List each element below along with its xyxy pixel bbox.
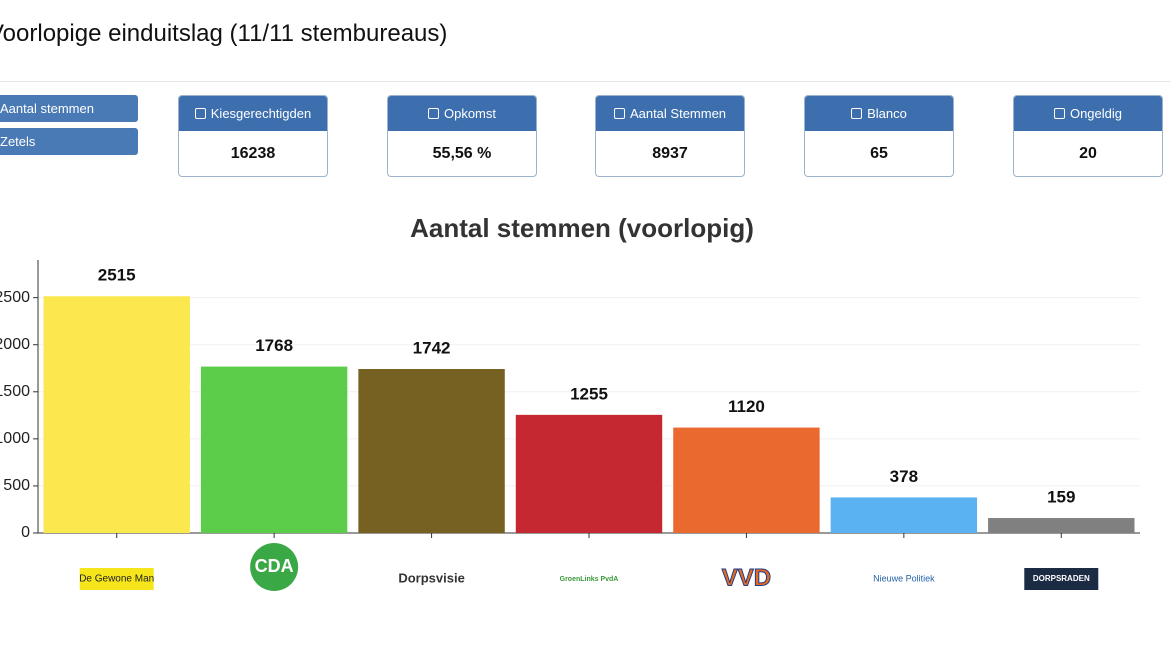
stat-card: Opkomst 55,56 % [387,95,537,177]
stat-value: 16238 [230,145,276,162]
button[interactable]: Zetels [0,128,138,155]
button[interactable]: Aantal stemmen [0,95,138,122]
x-tick-label: De Gewone Man [79,574,154,585]
data-label: 1255 [570,384,608,403]
stat-card: Kiesgerechtigden 16238 [178,95,328,177]
stat-card: Blanco 65 [804,95,954,177]
stat-header: Kiesgerechtigden [179,96,327,131]
chart: Aantal stemmen (voorlopig) 0 500 1000 1500 2… [0,213,1140,592]
stat-header: Aantal Stemmen [596,96,744,131]
stat-label: Ongeldig [1069,106,1123,121]
stat-value: 8937 [652,145,688,162]
logo-background [250,543,299,591]
stat-label: Kiesgerechtigden [210,106,312,121]
y-tick-label: 2500 [0,289,30,306]
bar [830,497,978,533]
stat-label: Blanco [867,106,907,121]
data-label: 2515 [98,266,136,285]
icon [851,108,863,119]
page-title: Voorlopige einduitslag (11/11 stembureau… [0,20,448,47]
x-tick-label: VVD [722,564,771,591]
stat-label: Opkomst [443,106,496,121]
stat-header: Ongeldig [1014,96,1162,131]
chart-title: Aantal stemmen (voorlopig) [410,213,754,243]
data-label: 1768 [255,336,293,355]
data-label: 1742 [413,338,451,357]
stat-label: Aantal Stemmen [629,106,727,121]
x-tick-label: CDA [255,556,294,576]
icon [1053,108,1065,119]
x-tick-label: Nieuwe Politiek [873,573,935,583]
y-tick-label: 0 [21,524,30,541]
bar [200,366,348,533]
stat-value: 20 [1079,145,1097,162]
y-tick-label: 1000 [0,430,30,447]
x-tick-label: DORPSRADEN [1033,574,1090,583]
bar [358,369,505,533]
logo-background [1024,568,1099,590]
data-label: 1120 [728,397,765,416]
x-tick-label: Dorpsvisie [398,570,464,585]
y-tick-label: 2000 [0,336,30,353]
stat-header: Opkomst [388,96,536,131]
stat-value: 65 [870,145,888,162]
x-tick-label: GroenLinks PvdA [560,576,619,583]
stat-value: 55,56 % [432,145,492,162]
stat-card: Ongeldig 20 [1013,95,1163,177]
data-label: 159 [1047,488,1075,507]
separator [0,81,1170,82]
icon [613,108,625,119]
bar [988,518,1135,533]
bar [515,414,663,533]
icon [427,108,439,119]
bar [43,296,190,533]
stat-card: Aantal Stemmen 8937 [595,95,745,177]
stat-header: Blanco [805,96,953,131]
y-tick-label: 500 [3,477,30,494]
data-label: 378 [890,467,918,486]
logo-background [79,568,154,590]
y-tick-label: 1500 [0,383,30,400]
bar [673,427,820,533]
icon [194,108,206,119]
